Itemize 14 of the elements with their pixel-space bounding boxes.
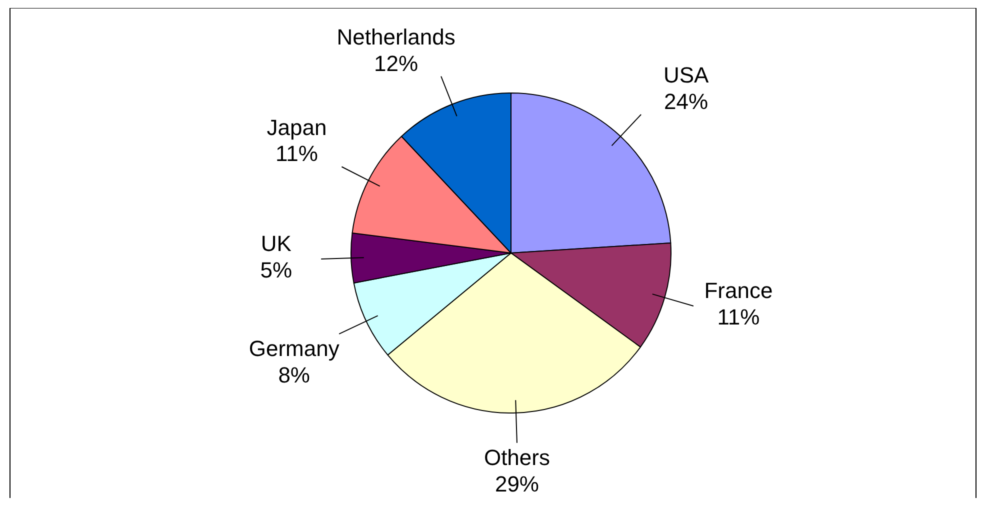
slice-label: Others bbox=[484, 444, 550, 470]
slice-label: Germany bbox=[248, 336, 340, 361]
slice-label: France bbox=[704, 278, 773, 304]
slice-label: USA bbox=[663, 62, 709, 88]
legend-label: UK bbox=[260, 230, 292, 256]
data-label: 24% bbox=[664, 88, 708, 114]
data-label: 12% bbox=[374, 50, 418, 76]
data-label: 5% bbox=[260, 257, 292, 282]
slice-label: Netherlands bbox=[336, 24, 456, 50]
data-label: 8% bbox=[278, 362, 310, 388]
slice-label: Japan bbox=[266, 114, 327, 140]
data-label: 11% bbox=[717, 304, 760, 330]
data-label: 29% bbox=[494, 471, 539, 496]
data-label: 11% bbox=[276, 141, 318, 166]
